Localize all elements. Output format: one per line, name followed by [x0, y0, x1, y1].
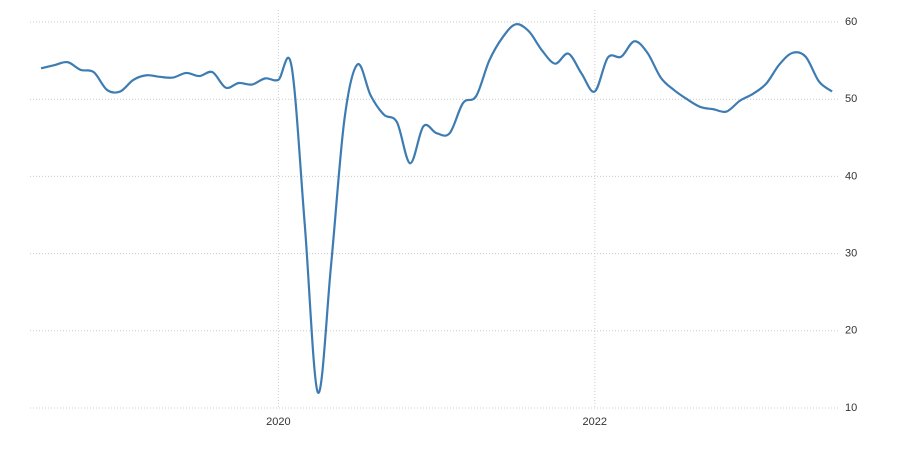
y-tick-label: 20: [845, 325, 857, 337]
y-tick-label: 50: [845, 93, 857, 105]
x-tick-label: 2020: [266, 416, 290, 428]
y-tick-label: 60: [845, 16, 857, 28]
data-line: [40, 23, 833, 394]
y-tick-label: 30: [845, 248, 857, 260]
y-tick-label: 10: [845, 402, 857, 414]
y-tick-label: 40: [845, 170, 857, 182]
x-tick-label: 2022: [583, 416, 607, 428]
